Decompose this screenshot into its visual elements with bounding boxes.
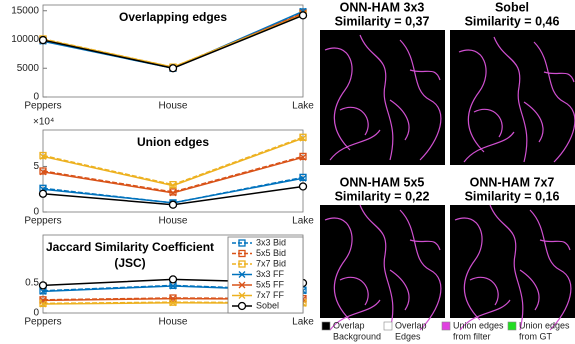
y-tick-label: 0 [33, 207, 39, 218]
y-tick-label: 5000 [17, 63, 40, 74]
legend-swatch [507, 321, 517, 331]
edge-image [320, 30, 445, 165]
y-tick-label: 15000 [11, 5, 39, 16]
x-tick-label: Peppers [24, 101, 61, 112]
marker [168, 275, 178, 284]
edge-image [450, 204, 575, 331]
legend-label: Overlap [333, 320, 365, 330]
legend-marker [238, 260, 246, 268]
legend-swatch [321, 321, 331, 331]
edge-image [450, 30, 575, 165]
x-tick-label: Lake [292, 101, 314, 112]
marker [39, 167, 47, 175]
legend-label: 5x5 FF [256, 279, 285, 289]
legend-label: from GT [519, 331, 553, 341]
legend-label: Union edges [453, 320, 504, 330]
x-tick-label: House [159, 216, 188, 227]
image-subtitle: Similarity = 0,16 [465, 189, 560, 203]
image-title: Sobel [495, 0, 529, 14]
x-tick-label: House [159, 317, 188, 328]
x-tick-label: Peppers [24, 216, 61, 227]
legend-label: Union edges [519, 320, 570, 330]
marker [168, 64, 178, 73]
marker [38, 189, 48, 198]
marker [169, 182, 177, 190]
legend-label: 3x3 Bid [256, 237, 286, 247]
x-tick-label: Lake [292, 216, 314, 227]
marker [38, 281, 48, 290]
marker [39, 151, 47, 160]
plot-area [42, 4, 304, 98]
image-subtitle: Similarity = 0,37 [335, 14, 430, 28]
marker [169, 282, 177, 290]
legend-label: 3x3 FF [256, 269, 285, 279]
legend-label: Overlap [395, 320, 427, 330]
y-tick-label: 0 [33, 308, 39, 319]
legend-label: 5x5 Bid [256, 248, 286, 258]
chart-title: Union edges [137, 135, 209, 149]
legend-marker [238, 281, 246, 289]
marker [169, 299, 177, 307]
legend-label: Edges [395, 331, 421, 341]
image-title: ONN-HAM 7x7 [470, 175, 555, 189]
marker [298, 11, 308, 20]
legend-label: Sobel [256, 300, 279, 310]
x-tick-label: Lake [292, 317, 314, 328]
marker [298, 182, 308, 191]
marker [299, 174, 307, 182]
axis-multiplier: ×10⁴ [33, 117, 54, 128]
marker [39, 168, 47, 176]
y-tick-label: 10000 [11, 34, 39, 45]
marker [299, 173, 307, 182]
image-subtitle: Similarity = 0,22 [335, 189, 430, 203]
y-tick-label: 0.5 [25, 278, 39, 289]
edge-image [320, 204, 445, 331]
image-subtitle: Similarity = 0,46 [465, 14, 560, 28]
marker [168, 200, 178, 209]
legend-marker [238, 292, 246, 299]
image-title: ONN-HAM 5x5 [340, 175, 425, 189]
legend-marker [237, 301, 247, 311]
image-title: ONN-HAM 3x3 [340, 0, 425, 14]
y-tick-label: 5 [33, 161, 39, 172]
y-tick-label: 0 [33, 92, 39, 103]
marker [38, 35, 48, 45]
legend-marker [238, 239, 246, 247]
legend-swatch [383, 321, 393, 331]
marker [169, 189, 177, 197]
legend-label: Background [333, 331, 381, 341]
chart-title: (JSC) [114, 256, 145, 270]
marker [299, 134, 307, 142]
chart-title: Overlapping edges [119, 10, 227, 24]
legend-label: 7x7 Bid [256, 258, 286, 268]
marker [39, 152, 47, 160]
series-line [42, 155, 304, 193]
marker [39, 287, 47, 295]
legend-label: from filter [453, 331, 491, 341]
x-tick-label: Peppers [24, 317, 61, 328]
marker [299, 152, 307, 161]
legend-swatch [441, 321, 451, 331]
marker [299, 153, 307, 161]
legend-label: 7x7 FF [256, 290, 285, 300]
marker [299, 133, 307, 141]
chart-title: Jaccard Similarity Coefficient [46, 240, 214, 254]
x-tick-label: House [159, 101, 188, 112]
legend-marker [238, 271, 246, 278]
marker [39, 300, 47, 308]
legend-marker [238, 249, 246, 258]
